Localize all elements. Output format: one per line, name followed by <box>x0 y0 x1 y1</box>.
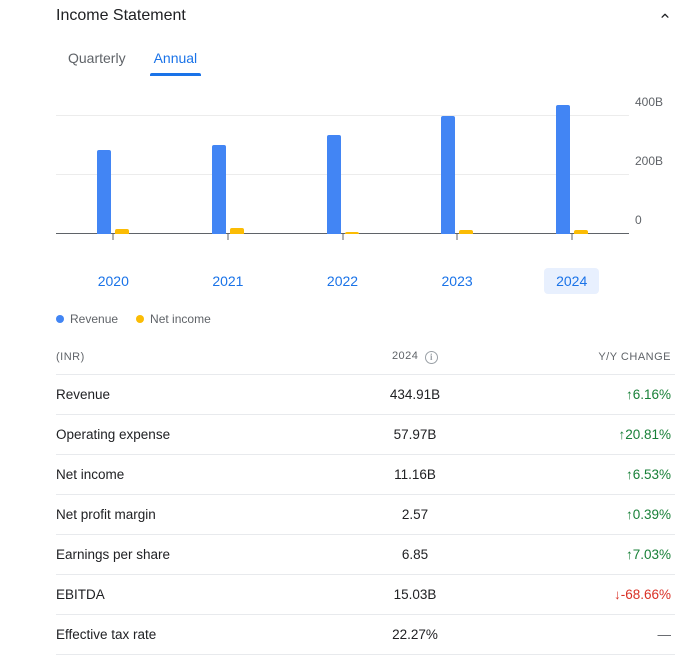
bar-group[interactable] <box>556 105 588 234</box>
financials-table: (INR) 2024 i Y/Y CHANGE Revenue434.91B↑6… <box>56 340 675 655</box>
year-label[interactable]: 2021 <box>171 262 286 300</box>
metric-change: ↑6.53% <box>484 454 675 494</box>
bar-chart: 400B 200B 0 <box>56 98 675 248</box>
year-label[interactable]: 2024 <box>514 262 629 300</box>
table-row[interactable]: Earnings per share6.85↑7.03% <box>56 534 675 574</box>
axis-tick <box>571 234 572 240</box>
table-row[interactable]: Effective tax rate22.27%— <box>56 614 675 654</box>
currency-header: (INR) <box>56 340 349 374</box>
table-row[interactable]: Net income11.16B↑6.53% <box>56 454 675 494</box>
bar-group[interactable] <box>441 116 473 234</box>
metric-change: ↑7.03% <box>484 534 675 574</box>
bar-net_income <box>115 229 129 234</box>
year-header-label: 2024 <box>392 350 418 362</box>
legend-swatch <box>136 315 144 323</box>
year-label-text: 2020 <box>86 268 141 294</box>
metric-value: 57.97B <box>349 414 484 454</box>
table-row[interactable]: Revenue434.91B↑6.16% <box>56 374 675 414</box>
info-icon[interactable]: i <box>425 351 438 364</box>
metric-change: ↓-68.66% <box>484 574 675 614</box>
year-label-text: 2022 <box>315 268 370 294</box>
bar-group[interactable] <box>212 145 244 234</box>
y-axis-label: 400B <box>635 95 675 109</box>
bar-revenue <box>327 135 341 234</box>
tab-quarterly[interactable]: Quarterly <box>56 42 138 76</box>
table-row[interactable]: Operating expense57.97B↑20.81% <box>56 414 675 454</box>
section-title: Income Statement <box>56 7 186 25</box>
metric-label: Earnings per share <box>56 534 349 574</box>
tab-annual[interactable]: Annual <box>142 42 210 76</box>
change-header: Y/Y CHANGE <box>484 340 675 374</box>
metric-label: EBITDA <box>56 574 349 614</box>
legend-swatch <box>56 315 64 323</box>
metric-change: ↑20.81% <box>484 414 675 454</box>
axis-tick <box>457 234 458 240</box>
chevron-up-icon <box>658 9 672 23</box>
bar-net_income <box>574 230 588 234</box>
table-row[interactable]: EBITDA15.03B↓-68.66% <box>56 574 675 614</box>
metric-label: Revenue <box>56 374 349 414</box>
legend-label: Net income <box>150 312 211 326</box>
period-tabs: Quarterly Annual <box>56 36 675 90</box>
y-axis-label: 0 <box>635 213 675 227</box>
legend-label: Revenue <box>70 312 118 326</box>
income-statement-panel: Income Statement Quarterly Annual 400B 20… <box>0 0 695 655</box>
year-label-text: 2023 <box>430 268 485 294</box>
metric-label: Net profit margin <box>56 494 349 534</box>
bar-group[interactable] <box>97 150 129 234</box>
year-header: 2024 i <box>349 340 484 374</box>
table-header-row: (INR) 2024 i Y/Y CHANGE <box>56 340 675 374</box>
bar-net_income <box>230 228 244 234</box>
legend-item[interactable]: Revenue <box>56 312 118 326</box>
year-label[interactable]: 2020 <box>56 262 171 300</box>
year-label[interactable]: 2022 <box>285 262 400 300</box>
bar-net_income <box>459 230 473 234</box>
metric-value: 2.57 <box>349 494 484 534</box>
bar-net_income <box>345 232 359 234</box>
axis-tick <box>227 234 228 240</box>
bar-revenue <box>441 116 455 234</box>
axis-tick <box>342 234 343 240</box>
bar-revenue <box>556 105 570 234</box>
axis-tick <box>113 234 114 240</box>
metric-change: — <box>484 614 675 654</box>
bar-group[interactable] <box>327 135 359 234</box>
chart-legend: Revenue Net income <box>56 300 675 340</box>
metric-label: Operating expense <box>56 414 349 454</box>
bar-revenue <box>97 150 111 234</box>
section-header: Income Statement <box>56 0 675 36</box>
metric-label: Effective tax rate <box>56 614 349 654</box>
metric-value: 11.16B <box>349 454 484 494</box>
metric-value: 15.03B <box>349 574 484 614</box>
collapse-button[interactable] <box>655 6 675 26</box>
table-row[interactable]: Net profit margin2.57↑0.39% <box>56 494 675 534</box>
metric-change: ↑0.39% <box>484 494 675 534</box>
x-axis-labels: 2020 2021 2022 2023 2024 <box>56 262 629 300</box>
metric-value: 6.85 <box>349 534 484 574</box>
year-label-text: 2024 <box>544 268 599 294</box>
bar-revenue <box>212 145 226 234</box>
metric-label: Net income <box>56 454 349 494</box>
metric-value: 22.27% <box>349 614 484 654</box>
plot-area <box>56 104 629 234</box>
metric-value: 434.91B <box>349 374 484 414</box>
legend-item[interactable]: Net income <box>136 312 211 326</box>
metric-change: ↑6.16% <box>484 374 675 414</box>
y-axis-label: 200B <box>635 154 675 168</box>
year-label-text: 2021 <box>200 268 255 294</box>
year-label[interactable]: 2023 <box>400 262 515 300</box>
